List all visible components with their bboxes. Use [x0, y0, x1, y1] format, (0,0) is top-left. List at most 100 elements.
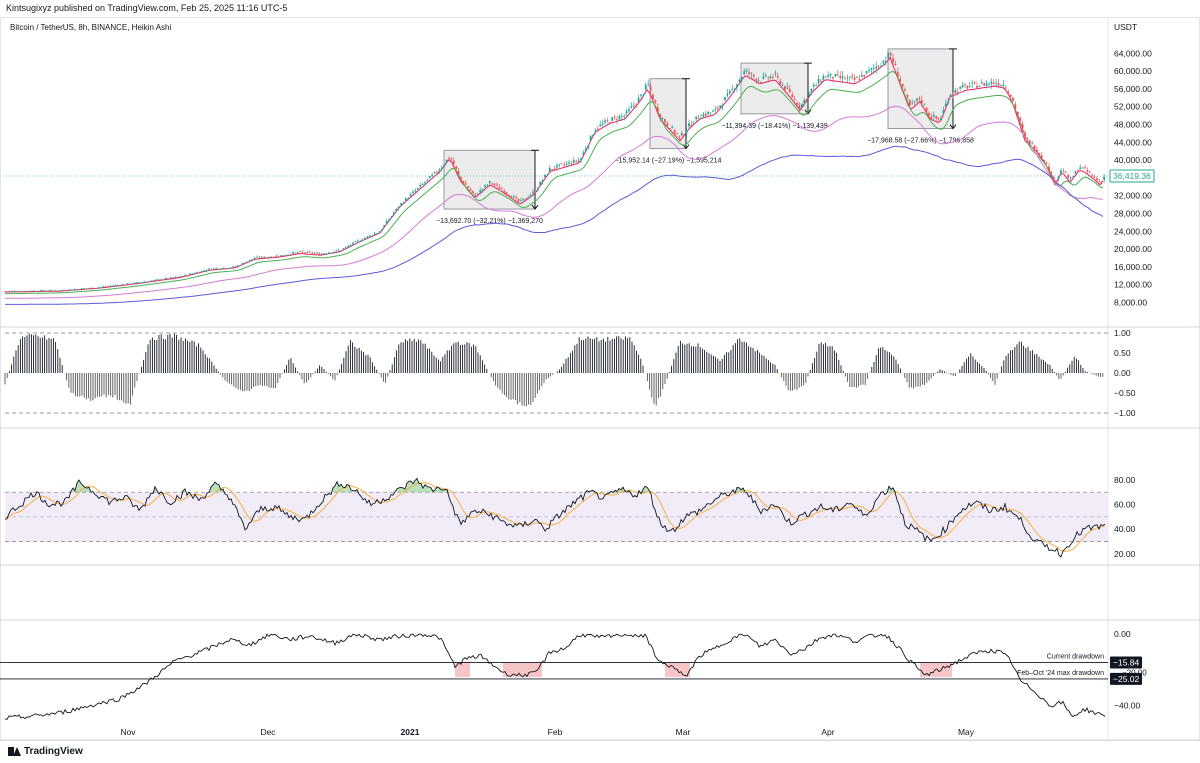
candle-body	[824, 76, 827, 78]
candle-body	[164, 278, 167, 279]
candle-body	[484, 185, 486, 187]
measure-rect	[649, 78, 687, 150]
candle-body	[666, 123, 669, 126]
oscillator-tick-label: −0.50	[1114, 388, 1136, 398]
candle-body	[229, 267, 232, 269]
candle-body	[959, 86, 962, 89]
candle-body	[292, 252, 294, 254]
candle-body	[1084, 167, 1086, 169]
drawdown-panel[interactable]: Current drawdown −15.84 Feb–Oct '24 max dr…	[0, 629, 1147, 720]
time-axis[interactable]: Nov Dec 2021 Feb Mar Apr May	[120, 727, 974, 737]
candle-body	[901, 83, 904, 87]
candle-body	[354, 241, 357, 243]
candle-body	[752, 74, 755, 77]
candle-body	[1064, 171, 1067, 173]
time-tick-label: Nov	[120, 727, 136, 737]
publisher-header: Kintsugixyz published on TradingView.com…	[0, 0, 1200, 16]
candle-body	[577, 160, 580, 162]
candle-body	[952, 93, 954, 95]
candle-body	[654, 100, 657, 103]
candle-body	[136, 282, 138, 284]
candle-body	[836, 74, 839, 76]
candle-body	[102, 286, 105, 288]
candle-body	[904, 89, 906, 91]
candle-body	[397, 207, 400, 208]
candle-body	[320, 253, 323, 255]
candle-body	[889, 53, 892, 56]
candle-body	[846, 77, 849, 79]
candle-body	[88, 288, 90, 289]
candle-body	[884, 61, 887, 63]
candle-body	[1040, 155, 1043, 158]
candle-body	[707, 111, 710, 115]
price-tick-label: 52,000.00	[1114, 102, 1152, 112]
candle-body	[649, 86, 652, 91]
candle-body	[796, 102, 798, 105]
moving-average-line	[5, 145, 1104, 305]
candle-body	[800, 103, 803, 108]
candle-body	[678, 135, 681, 137]
candle-body	[95, 287, 98, 289]
candle-body	[90, 287, 93, 289]
candle-body	[964, 84, 966, 86]
candle-body	[6, 291, 9, 293]
candle-body	[659, 114, 662, 119]
candle-body	[539, 182, 542, 186]
candle-body	[647, 84, 650, 85]
tradingview-footer[interactable]: TradingView	[8, 746, 83, 757]
candle-body	[227, 268, 230, 269]
candle-body	[150, 280, 153, 282]
candle-body	[145, 281, 148, 283]
rsi-panel[interactable]: 80.00 60.00 40.00 20.00	[4, 475, 1136, 559]
candle-body	[954, 90, 957, 93]
drawdown-value-tag	[1110, 672, 1142, 685]
candle-body	[440, 167, 443, 170]
candle-body	[488, 181, 491, 183]
candle-body	[760, 81, 762, 83]
candle-body	[61, 290, 64, 291]
candle-body	[1016, 111, 1019, 116]
candle-body	[200, 270, 203, 273]
candle-body	[402, 203, 405, 204]
candle-body	[68, 289, 71, 291]
candle-body	[172, 277, 174, 279]
candle-body	[138, 282, 141, 284]
candle-body	[1007, 91, 1010, 94]
candle-body	[961, 85, 964, 88]
candle-body	[47, 290, 50, 292]
rsi-signal-line	[4, 482, 1106, 553]
candle-body	[263, 256, 266, 258]
candle-body	[524, 198, 527, 200]
candle-body	[253, 258, 256, 260]
candle-body	[983, 83, 986, 86]
measure-arrow-head	[804, 109, 812, 115]
candle-body	[570, 163, 573, 165]
rsi-tick-label: 40.00	[1114, 524, 1136, 534]
candle-body	[205, 270, 208, 272]
candle-body	[85, 288, 88, 290]
candle-body	[714, 108, 717, 110]
candle-body	[1048, 166, 1050, 171]
candle-body	[604, 120, 606, 123]
oscillator-panel[interactable]: 1.00 0.50 0.00 −0.50 −1.00	[4, 328, 1136, 418]
candle-body	[558, 164, 561, 165]
candle-body	[553, 168, 556, 170]
candle-body	[83, 288, 86, 290]
candle-body	[616, 119, 618, 121]
candle-body	[940, 118, 942, 120]
price-tick-label: 44,000.00	[1114, 137, 1152, 147]
candle-body	[76, 289, 78, 290]
candle-body	[352, 242, 354, 245]
candle-body	[829, 73, 832, 76]
candle-body	[116, 285, 119, 286]
candle-body	[740, 76, 743, 80]
candle-body	[918, 98, 921, 100]
candle-body	[726, 93, 729, 96]
measure-label: −17,968.58 (−27.66%) −1,796,858	[867, 138, 974, 145]
candle-body	[445, 159, 448, 163]
candle-body	[1069, 177, 1072, 179]
candle-body	[870, 68, 873, 70]
price-panel[interactable]: 64,000.00 60,000.00 56,000.00 52,000.00 48,0…	[4, 48, 1155, 307]
candle-body	[330, 252, 333, 254]
